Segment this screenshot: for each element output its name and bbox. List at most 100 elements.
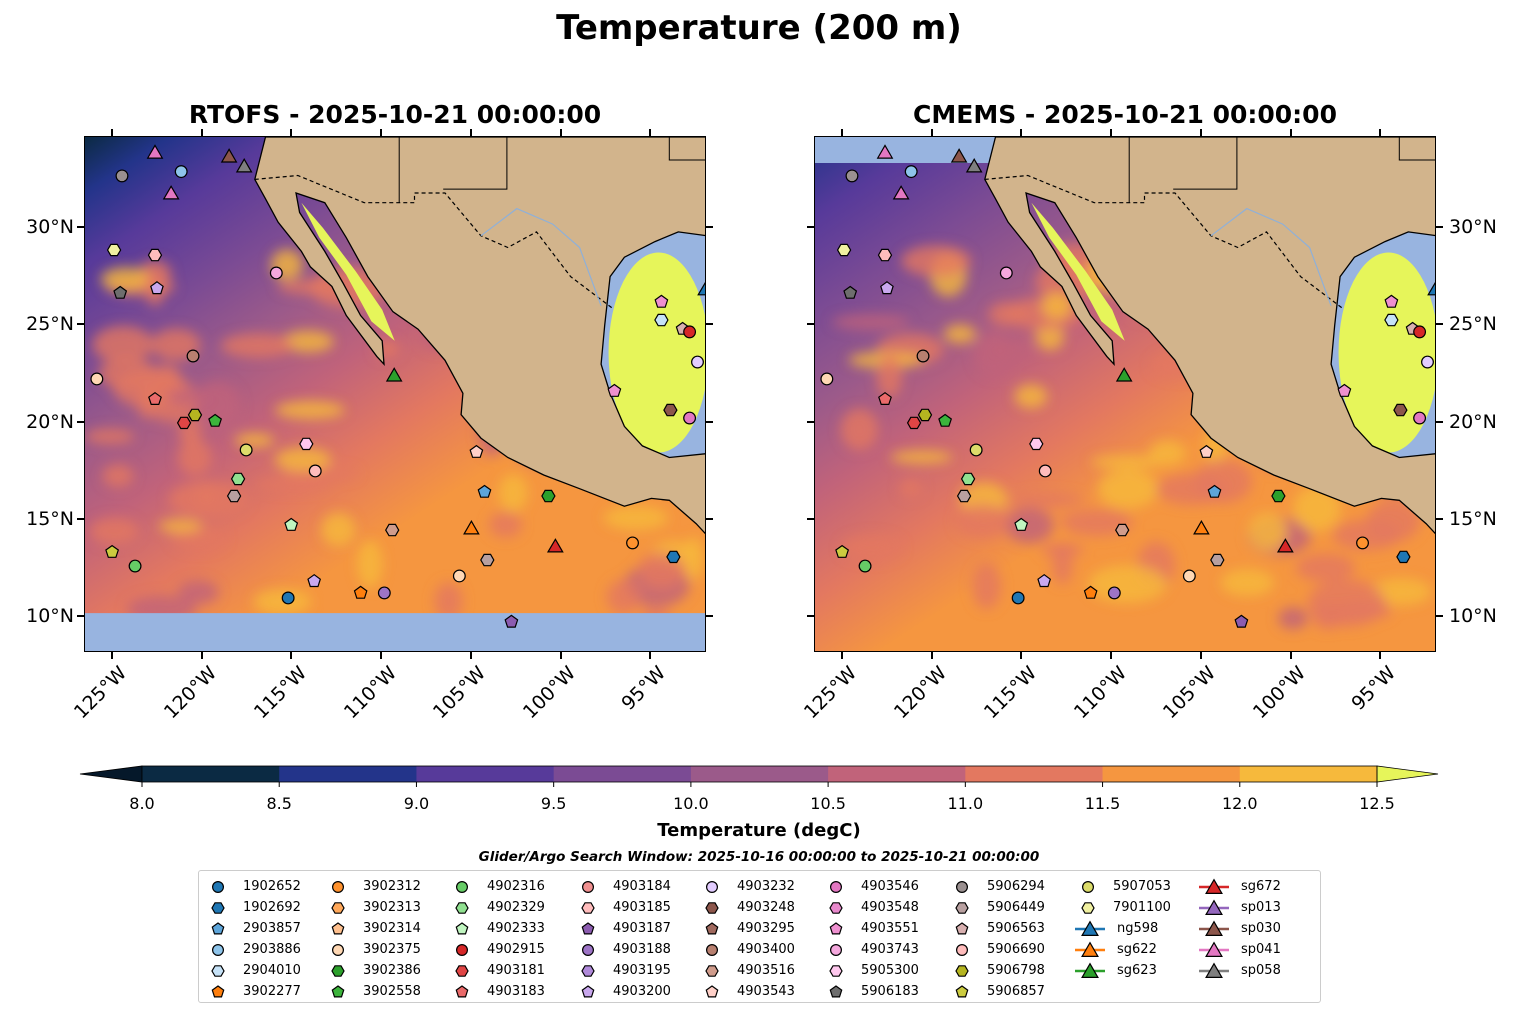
y-tick-label: 20°N (26, 410, 74, 433)
y-tick (77, 517, 84, 520)
x-tick (649, 129, 652, 136)
legend-label: sg623 (1117, 963, 1157, 978)
legend-label: 5906563 (987, 921, 1045, 936)
colorbar-segment (965, 766, 1104, 782)
marker-3902558 (938, 413, 953, 427)
pentagon-marker-icon (331, 921, 345, 934)
legend-marker (1081, 901, 1095, 914)
legend-marker (705, 984, 719, 997)
marker-4902915 (683, 325, 697, 339)
legend-column: 1902652 1902692 2903857 2903886 2904010 39022… (205, 876, 301, 1002)
x-tick-label: 115°W (979, 662, 1042, 724)
legend-item-5905300: 5905300 (823, 960, 919, 981)
legend-marker (331, 984, 345, 997)
no-data-region (85, 613, 705, 651)
x-tick (1289, 652, 1292, 659)
marker-5905300 (299, 437, 314, 451)
marker-5906294 (115, 169, 129, 183)
y-tick (1436, 420, 1443, 423)
legend-label: 4903516 (737, 963, 795, 978)
legend-label: 1902692 (243, 900, 301, 915)
colorbar-tick-label: 9.0 (403, 794, 430, 813)
legend-item-3902558: 3902558 (325, 981, 421, 1002)
legend-marker (955, 964, 969, 977)
marker-3902375 (820, 372, 834, 386)
legend-item-4902316: 4902316 (449, 876, 545, 897)
marker-4903200 (150, 281, 164, 295)
marker-3902386 (541, 489, 556, 503)
marker-3902277 (353, 585, 368, 599)
marker-4903200 (1037, 573, 1052, 588)
legend-label: 3902314 (363, 921, 421, 936)
legend-label: 5906690 (987, 942, 1045, 957)
legend-marker (211, 921, 225, 934)
legend-item-4903551: 4903551 (823, 918, 919, 939)
legend-label: 4903183 (487, 984, 545, 999)
y-tick-label: 15°N (1449, 507, 1497, 530)
marker-1902652 (281, 591, 295, 605)
y-tick (706, 420, 713, 423)
legend: 1902652 1902692 2903857 2903886 2904010 39022… (198, 870, 1321, 1003)
marker-3902375 (452, 569, 466, 583)
legend-item-sg622: sg622 (1075, 939, 1171, 960)
marker-3902386 (1271, 489, 1286, 503)
pentagon-marker-icon (955, 984, 969, 997)
legend-item-7901100: 7901100 (1075, 897, 1171, 918)
marker-sp041 (892, 185, 910, 200)
gulf-of-mexico-warm (608, 252, 705, 453)
land (254, 137, 705, 535)
legend-label: sp058 (1241, 963, 1281, 978)
legend-item-4903543: 4903543 (699, 981, 795, 1002)
y-tick (807, 517, 814, 520)
panel-title-cmems: CMEMS - 2025-10-21 00:00:00 (913, 100, 1337, 129)
legend-item-4903743: 4903743 (823, 939, 919, 960)
country-border (254, 174, 613, 309)
y-tick (706, 517, 713, 520)
triangle-marker-icon (1075, 940, 1105, 957)
y-tick (706, 323, 713, 326)
marker-4903551 (1384, 294, 1399, 308)
colorbar-segment (279, 766, 417, 782)
legend-item-5906183: 5906183 (823, 981, 919, 1002)
legend-item-4903548: 4903548 (823, 897, 919, 918)
marker-2904010 (1384, 313, 1399, 327)
legend-label: 3902375 (363, 942, 421, 957)
circle-marker-icon (331, 943, 345, 956)
legend-marker (705, 943, 719, 956)
legend-label: 2904010 (243, 963, 301, 978)
colorbar-under-extension (79, 765, 143, 783)
x-tick (649, 652, 652, 659)
legend-column: 4903546 4903548 4903551 4903743 5905300 59061… (823, 876, 919, 1002)
legend-marker (829, 921, 843, 934)
marker-1902692 (666, 550, 681, 564)
legend-marker (1205, 898, 1223, 915)
legend-label: 4902316 (487, 879, 545, 894)
marker-4903185 (877, 248, 893, 262)
legend-marker (1081, 961, 1099, 978)
circle-marker-icon (331, 880, 345, 893)
marker-2903886 (904, 165, 918, 179)
marker-4903200 (307, 573, 322, 588)
legend-item-5906857: 5906857 (949, 981, 1045, 1002)
colorbar-segment (1102, 766, 1241, 782)
y-tick-label: 25°N (1449, 313, 1497, 336)
legend-label: 7901100 (1113, 900, 1171, 915)
legend-item-4903184: 4903184 (575, 876, 671, 897)
legend-marker (331, 880, 345, 893)
legend-marker (705, 880, 719, 893)
legend-item-3902312: 3902312 (325, 876, 421, 897)
marker-sg672 (546, 538, 564, 553)
cmems-map (814, 136, 1436, 652)
legend-marker (211, 901, 225, 914)
search-window-text: Glider/Argo Search Window: 2025-10-16 00… (478, 849, 1040, 865)
marker-4903187 (1234, 614, 1249, 628)
marker-4903743 (269, 266, 283, 280)
hexagon-marker-icon (331, 964, 345, 977)
x-tick (290, 129, 293, 136)
triangle-marker-icon (1199, 961, 1229, 978)
hexagon-marker-icon (331, 901, 345, 914)
legend-item-3902375: 3902375 (325, 939, 421, 960)
marker-sp041 (876, 144, 894, 159)
colorbar-tick-label: 11.0 (947, 794, 984, 813)
marker-1902692 (1396, 550, 1411, 564)
